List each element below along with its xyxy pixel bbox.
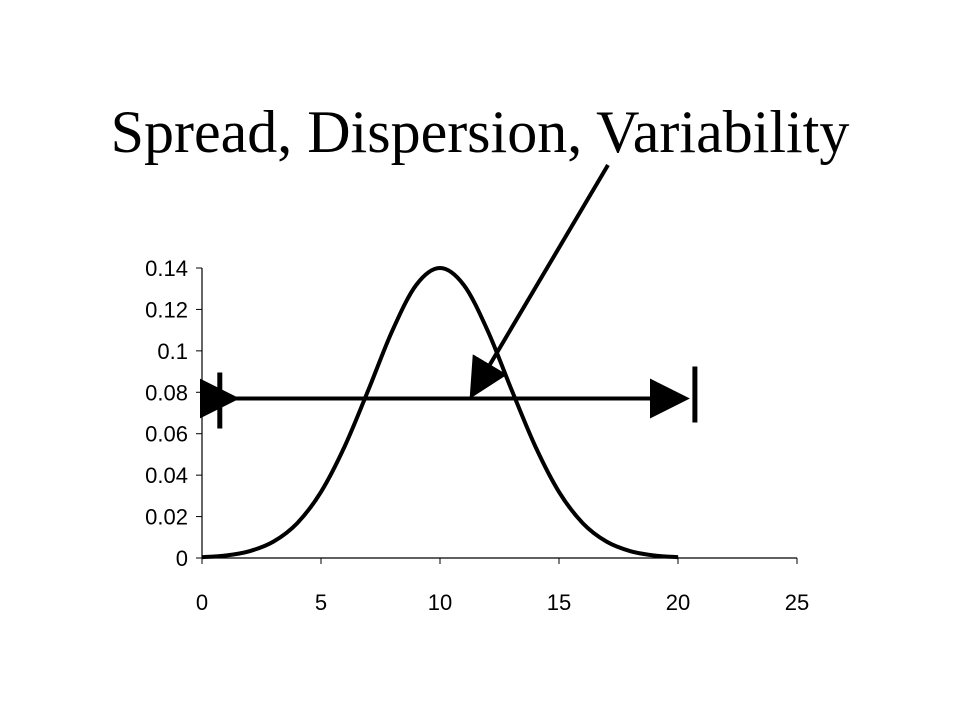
- data-point: [463, 284, 465, 286]
- data-point: [201, 556, 203, 558]
- data-point: [320, 491, 322, 493]
- distribution-curve: [201, 266, 679, 560]
- x-tick-label: 25: [785, 590, 809, 615]
- data-point: [558, 491, 560, 493]
- slide-title: Spread, Dispersion, Variability: [110, 99, 850, 165]
- data-point: [344, 445, 346, 447]
- data-point: [487, 330, 489, 332]
- x-tick-label: 20: [666, 590, 690, 615]
- data-point: [653, 555, 655, 557]
- data-point: [510, 388, 512, 390]
- data-point: [629, 550, 631, 552]
- y-tick-label: 0.1: [157, 339, 188, 364]
- x-tick-label: 0: [196, 590, 208, 615]
- y-tick-label: 0.04: [145, 463, 188, 488]
- chart-series: [201, 266, 679, 560]
- y-tick-label: 0.08: [145, 380, 188, 405]
- chart-axes: 0 0.02 0.04 0.06 0.08 0.1 0.12 0.14 0 5 10 15 20 25: [145, 256, 809, 615]
- data-point: [534, 445, 536, 447]
- data-point: [391, 330, 393, 332]
- data-point: [225, 555, 227, 557]
- data-point: [249, 550, 251, 552]
- pointer-arrow: [469, 163, 610, 399]
- y-tick-label: 0.12: [145, 297, 188, 322]
- data-point: [582, 522, 584, 524]
- x-tick-label: 10: [428, 590, 452, 615]
- chart-annotations: [199, 163, 698, 429]
- data-point: [677, 556, 679, 558]
- data-point: [368, 388, 370, 390]
- x-tick-label: 15: [547, 590, 571, 615]
- data-point: [296, 522, 298, 524]
- data-point: [606, 541, 608, 543]
- y-tick-label: 0.02: [145, 505, 188, 530]
- y-tick-label: 0.06: [145, 422, 188, 447]
- x-tick-label: 5: [315, 590, 327, 615]
- data-point: [415, 284, 417, 286]
- data-point: [439, 267, 441, 269]
- y-tick-label: 0.14: [145, 256, 188, 281]
- data-point: [272, 541, 274, 543]
- y-tick-label: 0: [176, 546, 188, 571]
